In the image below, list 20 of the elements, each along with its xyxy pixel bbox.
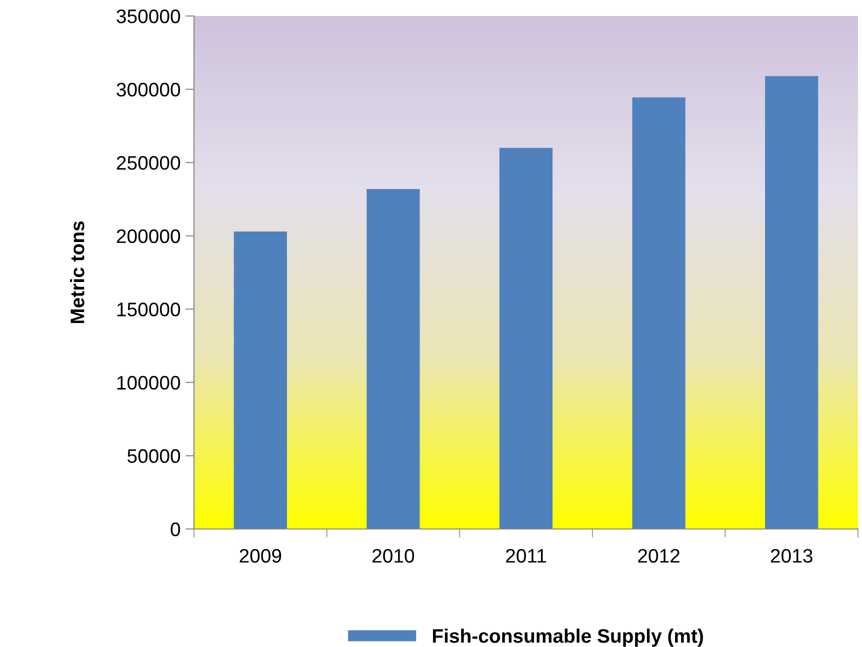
y-tick-label: 300000 [116,82,180,97]
bar [499,148,553,529]
y-tick-label: 150000 [117,302,180,316]
y-tick-label: 200000 [116,229,180,244]
x-tick-label: 2009 [240,548,282,563]
y-tick-label: 50000 [128,449,180,463]
bar [632,97,686,529]
y-tick-label: 250000 [116,156,180,170]
bar [765,76,818,529]
bar [234,231,287,529]
x-tick-label: 2012 [638,548,680,563]
legend-label: Fish-consumable Supply (mt) [432,628,703,647]
y-tick-label: 0 [170,522,180,536]
y-tick-label: 350000 [116,9,180,24]
bar [366,188,420,529]
x-tick-label: 2011 [506,548,546,563]
y-tick-label: 100000 [117,376,180,390]
x-tick-label: 2013 [770,548,812,563]
y-axis-title: Metric tons [70,221,84,324]
x-tick-label: 2010 [372,548,414,563]
